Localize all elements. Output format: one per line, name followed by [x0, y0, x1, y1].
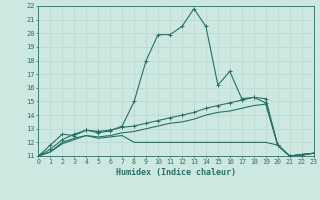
X-axis label: Humidex (Indice chaleur): Humidex (Indice chaleur)	[116, 168, 236, 177]
